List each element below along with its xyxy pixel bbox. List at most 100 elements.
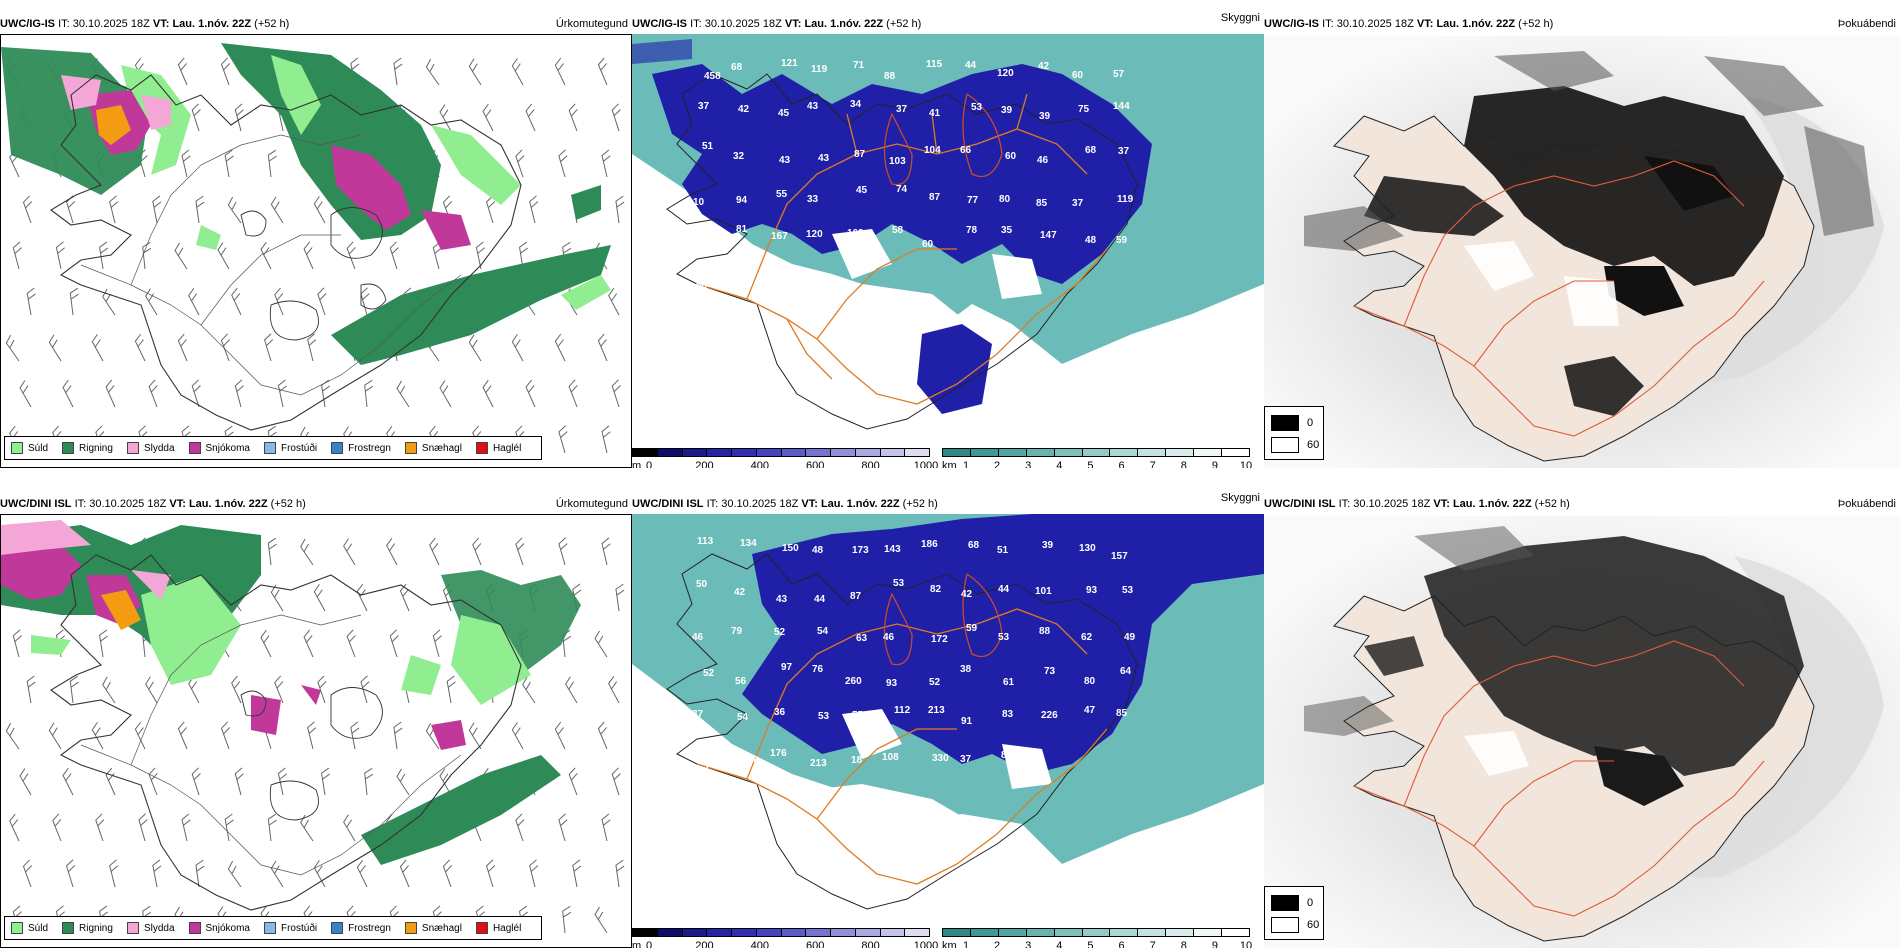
init-label: IT:: [1322, 18, 1334, 30]
cloud-base-label: 120: [997, 68, 1014, 79]
legend-label: Frostúði: [280, 922, 318, 934]
visibility-panel: UWC/IG-IS IT: 30.10.2025 18Z VT: Lau. 1.…: [632, 12, 1264, 468]
wind-barb: [485, 195, 496, 224]
legend-label: Rigning: [79, 922, 113, 934]
colorbar-tick: 2: [994, 460, 1001, 468]
wind-barb: [360, 287, 370, 316]
wind-barb: [562, 905, 572, 934]
colorbar-tick: 10: [1239, 460, 1253, 468]
legend-swatch: [62, 922, 75, 934]
wind-barb: [597, 333, 608, 362]
wind-barb: [568, 767, 578, 796]
colorbar-tick: 9: [1211, 460, 1218, 468]
cloud-base-label: 66: [960, 145, 972, 156]
wind-barb: [48, 722, 62, 750]
cloud-base-label: 186: [921, 539, 938, 550]
cloud-base-label: 51: [702, 141, 714, 152]
legend-item: Rigning: [62, 922, 113, 934]
visibility-map: 458 68 121 119 71 88 115 44 120 42 60 57 37 42 45 43 34 3…: [632, 34, 1264, 444]
snowhail-area: [96, 105, 131, 145]
fog-panel: UWC/IG-IS IT: 30.10.2025 18Z VT: Lau. 1.…: [1264, 12, 1900, 468]
wind-barb: [356, 859, 368, 888]
legend-label: Haglél: [492, 442, 522, 454]
cloud-base-label: 134: [740, 538, 757, 549]
cloud-base-label: 55: [852, 710, 864, 721]
road-network: [1353, 640, 1765, 917]
cloud-base-label: 75: [1078, 104, 1090, 115]
wind-barb: [529, 195, 539, 224]
wind-barb: [442, 859, 453, 888]
cloud-base-label: 39: [1001, 105, 1013, 116]
wind-barb: [260, 241, 272, 270]
wind-barb: [99, 241, 109, 270]
wind-barb: [102, 288, 116, 316]
legend-item: Snjókoma: [188, 922, 250, 934]
cloud-base-label: 87: [854, 149, 866, 160]
precip-map: [1, 43, 625, 454]
valid-label: VT:: [169, 498, 186, 510]
cloud-base-label: 213: [928, 705, 945, 716]
wind-barb: [195, 195, 205, 224]
snow-area: [86, 90, 471, 250]
wind-barb: [231, 675, 242, 704]
colorbar-tick: 6: [1118, 460, 1125, 468]
legend-swatch: [126, 922, 139, 934]
wind-barb: [389, 241, 399, 270]
legend-item: Haglél: [475, 922, 521, 934]
cloud-base-label: 52: [703, 668, 715, 679]
wind-barb: [396, 380, 410, 408]
cloud-base-label: 68: [696, 280, 708, 291]
cloud-base-label: 44: [814, 594, 826, 605]
wind-barb: [62, 379, 74, 408]
cloud-base-area: [742, 514, 1264, 774]
wind-barb: [19, 768, 32, 796]
cloud-base-label: 59: [966, 623, 978, 634]
wind-barb: [468, 58, 482, 86]
legend-label: Snæhagl: [421, 922, 462, 934]
wind-barb: [263, 333, 274, 362]
visibility-panel: UWC/DINI ISL IT: 30.10.2025 18Z VT: Lau.…: [632, 492, 1264, 948]
coastline: [50, 554, 522, 911]
valid-label: VT:: [1416, 18, 1434, 30]
colorbar-unit: km: [942, 940, 957, 948]
wind-barb: [69, 287, 79, 316]
wind-barb: [611, 379, 621, 408]
wind-barb: [515, 149, 525, 178]
cloud-base-labels: 458 68 121 119 71 88 115 44 120 42 60 57 37 42 45 43 34 3…: [693, 58, 1134, 291]
wind-barb: [48, 334, 62, 362]
wind-barb: [399, 859, 410, 888]
cloud-base-label: 37: [960, 754, 972, 765]
init-time: 30.10.2025 18Z: [721, 498, 799, 510]
wind-barb: [274, 675, 284, 704]
dark-fog-areas: [1364, 536, 1804, 806]
wind-barb: [234, 379, 244, 408]
wind-barb: [12, 241, 22, 270]
cloud-base-label: 32: [733, 151, 745, 162]
map-frame: [0, 514, 632, 948]
cloud-base-label: 46: [1037, 155, 1049, 166]
wind-barb: [525, 103, 536, 132]
wind-barb: [321, 767, 331, 796]
cloud-base-label: 45: [778, 108, 790, 119]
wind-barb: [439, 380, 452, 408]
legend-label: Snjókoma: [205, 442, 250, 454]
lead-time: (+52 h): [270, 498, 306, 510]
cloud-base-label: 78: [966, 225, 978, 236]
colorbar-unit: m: [632, 460, 642, 468]
cloud-base-label: 79: [731, 626, 743, 637]
fog-map: [1264, 36, 1900, 468]
wind-barb: [300, 814, 314, 842]
cloud-base-label: 94: [736, 195, 748, 206]
wind-barb: [267, 813, 277, 842]
wind-barb: [601, 425, 611, 454]
wind-barb: [234, 103, 244, 132]
cloud-base-label: 33: [807, 194, 819, 205]
wind-barb: [558, 149, 568, 178]
cloud-base-label: 157: [1111, 551, 1128, 562]
wind-barb: [346, 241, 356, 270]
init-label: IT:: [706, 498, 719, 510]
coastline: [1333, 595, 1815, 942]
colorbar-unit: m: [632, 940, 642, 948]
coastline: [1333, 115, 1815, 462]
wind-barb: [558, 537, 568, 566]
